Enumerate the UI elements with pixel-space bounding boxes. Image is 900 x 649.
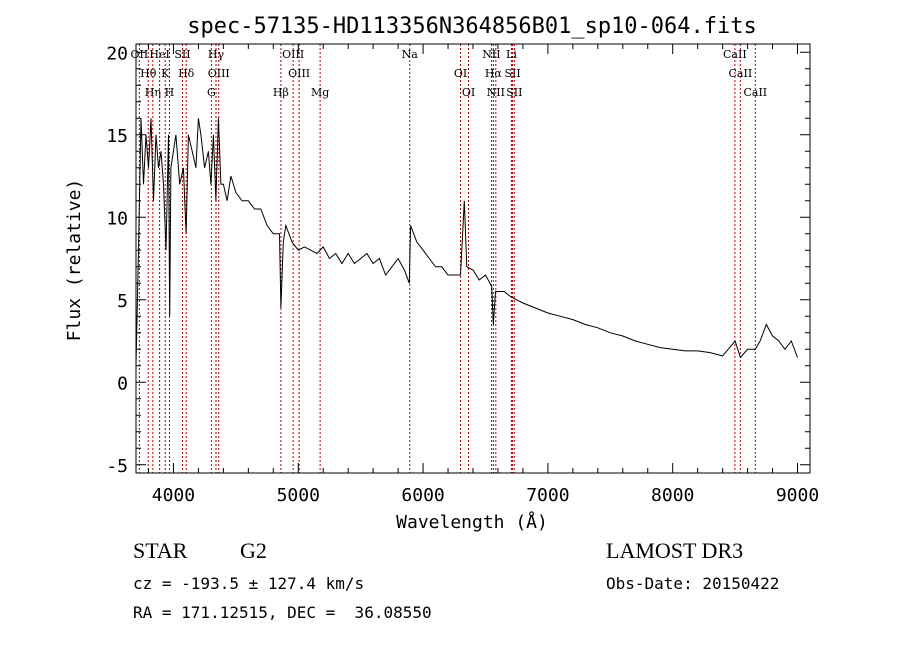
x-tick-label: 8000 bbox=[651, 485, 694, 506]
survey-name: LAMOST DR3 bbox=[606, 538, 744, 563]
emission-line-label: Hδ bbox=[178, 67, 195, 80]
emission-line-label: CaII bbox=[743, 86, 767, 99]
emission-line-label: H bbox=[165, 86, 175, 99]
emission-line-label: NII bbox=[482, 48, 500, 61]
obs-date-text: Obs-Date: 20150422 bbox=[606, 574, 780, 593]
emission-line-label: CaII bbox=[723, 48, 747, 61]
y-tick-label: -5 bbox=[106, 456, 128, 477]
y-tick-label: 0 bbox=[117, 373, 128, 394]
redshift-text: cz = -193.5 ± 127.4 km/s bbox=[133, 574, 365, 593]
emission-line-label: OIII bbox=[282, 48, 304, 61]
flux-series-line bbox=[135, 118, 798, 366]
emission-line-label: OI bbox=[454, 67, 467, 80]
coordinates-text: RA = 171.12515, DEC = 36.08550 bbox=[133, 603, 432, 622]
emission-line-label: Hθ bbox=[140, 67, 157, 80]
emission-line-label: SII bbox=[506, 86, 522, 99]
emission-line-labels: OIIHθHηHeIKHSIIHδGHγOIIIHβOIIIOIIIMgNaOI… bbox=[131, 48, 768, 99]
object-subclass: G2 bbox=[240, 538, 267, 563]
emission-line-label: Na bbox=[402, 48, 419, 61]
emission-line-markers bbox=[138, 44, 756, 473]
emission-line-label: NII bbox=[487, 86, 505, 99]
emission-line-label: Hγ bbox=[208, 48, 225, 61]
emission-line-label: Hα bbox=[485, 67, 503, 80]
emission-line-label: Mg bbox=[311, 86, 329, 99]
emission-line-label: Hη bbox=[145, 86, 161, 99]
plot-frame bbox=[135, 43, 811, 474]
x-tick-label: 9000 bbox=[776, 485, 819, 506]
emission-line-label: OIII bbox=[288, 67, 310, 80]
y-tick-label: 10 bbox=[106, 208, 128, 229]
x-tick-label: 6000 bbox=[401, 485, 444, 506]
x-tick-label: 4000 bbox=[152, 485, 195, 506]
emission-line-label: SII bbox=[174, 48, 190, 61]
emission-line-label: K bbox=[161, 67, 170, 80]
emission-line-label: HeI bbox=[149, 48, 169, 61]
emission-line-label: Hβ bbox=[273, 86, 289, 99]
object-class: STAR bbox=[133, 538, 188, 563]
x-tick-label: 7000 bbox=[526, 485, 569, 506]
emission-line-label: Li bbox=[506, 48, 517, 61]
emission-line-label: G bbox=[207, 86, 216, 99]
axes: 4000 5000 6000 7000 8000 9000 -5 0 5 10 15 20 bbox=[106, 43, 819, 506]
emission-line-label: OI bbox=[462, 86, 475, 99]
y-tick-label: 15 bbox=[106, 126, 128, 147]
x-tick-label: 5000 bbox=[277, 485, 320, 506]
y-tick-label: 5 bbox=[117, 291, 128, 312]
y-axis-label: Flux (relative) bbox=[64, 179, 85, 342]
emission-line-label: CaII bbox=[729, 67, 753, 80]
y-tick-label: 20 bbox=[106, 43, 128, 64]
emission-line-label: SII bbox=[504, 67, 520, 80]
chart-title: spec-57135-HD113356N364856B01_sp10-064.f… bbox=[187, 14, 757, 39]
emission-line-label: OII bbox=[131, 48, 149, 61]
x-axis-label: Wavelength (Å) bbox=[396, 511, 548, 533]
emission-line-label: OIII bbox=[208, 67, 230, 80]
